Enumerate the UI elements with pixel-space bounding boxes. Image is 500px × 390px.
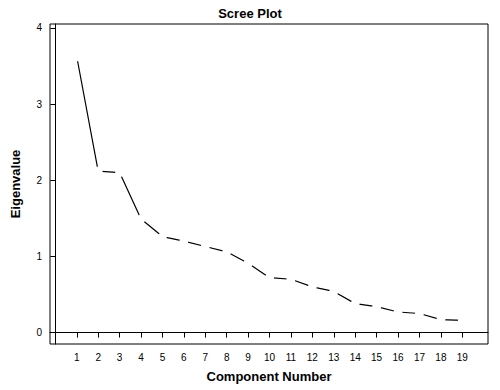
svg-text:7: 7: [202, 352, 208, 363]
svg-text:13: 13: [328, 352, 340, 363]
svg-text:14: 14: [350, 352, 362, 363]
svg-text:17: 17: [414, 352, 426, 363]
svg-text:1: 1: [36, 251, 42, 262]
svg-text:5: 5: [160, 352, 166, 363]
svg-text:Component Number: Component Number: [207, 369, 332, 384]
svg-text:18: 18: [435, 352, 447, 363]
svg-text:3: 3: [36, 99, 42, 110]
svg-text:Eigenvalue: Eigenvalue: [8, 150, 23, 219]
svg-text:9: 9: [245, 352, 251, 363]
svg-text:16: 16: [392, 352, 404, 363]
svg-text:2: 2: [95, 352, 101, 363]
svg-text:10: 10: [264, 352, 276, 363]
svg-text:Scree Plot: Scree Plot: [218, 6, 282, 21]
svg-text:0: 0: [36, 327, 42, 338]
svg-text:2: 2: [36, 175, 42, 186]
svg-text:12: 12: [307, 352, 319, 363]
svg-text:8: 8: [224, 352, 230, 363]
svg-text:3: 3: [117, 352, 123, 363]
svg-text:15: 15: [371, 352, 383, 363]
svg-text:11: 11: [286, 352, 297, 363]
svg-text:1: 1: [74, 352, 80, 363]
svg-text:19: 19: [457, 352, 469, 363]
svg-text:4: 4: [138, 352, 144, 363]
svg-text:6: 6: [181, 352, 187, 363]
svg-text:4: 4: [36, 22, 42, 33]
